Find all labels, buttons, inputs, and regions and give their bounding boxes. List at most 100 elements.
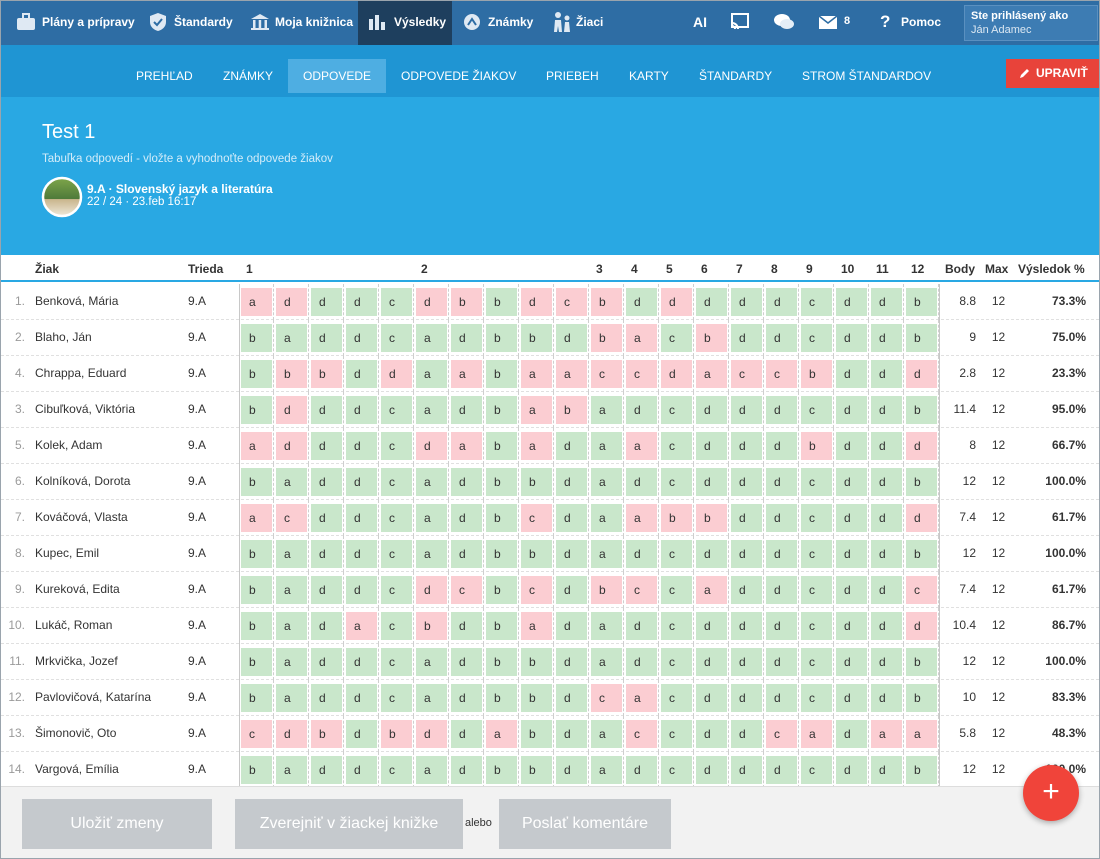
answer-correct[interactable]: a <box>591 504 622 532</box>
answer-correct[interactable]: c <box>801 288 832 316</box>
answer-correct[interactable]: c <box>661 432 692 460</box>
answer-wrong[interactable]: a <box>626 504 657 532</box>
student-name[interactable]: Vargová, Emília <box>35 762 119 776</box>
answer-wrong[interactable]: c <box>906 576 937 604</box>
answer-wrong[interactable]: b <box>696 324 727 352</box>
answer-correct[interactable]: c <box>661 468 692 496</box>
answer-correct[interactable]: b <box>486 612 517 640</box>
answer-correct[interactable]: b <box>241 468 272 496</box>
answer-correct[interactable]: d <box>556 684 587 712</box>
answer-correct[interactable]: d <box>346 684 377 712</box>
answer-correct[interactable]: d <box>556 468 587 496</box>
student-name[interactable]: Kureková, Edita <box>35 582 120 596</box>
answer-wrong[interactable]: b <box>276 360 307 388</box>
answer-wrong[interactable]: a <box>871 720 902 748</box>
answer-correct[interactable]: a <box>276 612 307 640</box>
comments-button[interactable]: Poslať komentáre <box>499 799 671 849</box>
answer-correct[interactable]: b <box>486 432 517 460</box>
answer-wrong[interactable]: c <box>591 360 622 388</box>
answer-wrong[interactable]: c <box>556 288 587 316</box>
student-name[interactable]: Benková, Mária <box>35 294 119 308</box>
answer-wrong[interactable]: b <box>416 612 447 640</box>
nav-tab[interactable]: PREHĽAD <box>136 69 193 83</box>
answer-correct[interactable]: d <box>731 468 762 496</box>
answer-correct[interactable]: d <box>731 432 762 460</box>
nav-item[interactable]: Žiaci <box>576 15 604 29</box>
answer-correct[interactable]: d <box>766 324 797 352</box>
answer-correct[interactable]: b <box>906 756 937 784</box>
answer-correct[interactable]: c <box>381 504 412 532</box>
answer-correct[interactable]: b <box>521 648 552 676</box>
answer-wrong[interactable]: c <box>241 720 272 748</box>
answer-correct[interactable]: c <box>381 540 412 568</box>
answer-wrong[interactable]: a <box>801 720 832 748</box>
answer-correct[interactable]: a <box>591 648 622 676</box>
answer-correct[interactable]: a <box>416 684 447 712</box>
answer-correct[interactable]: a <box>276 684 307 712</box>
answer-wrong[interactable]: b <box>381 720 412 748</box>
answer-wrong[interactable]: a <box>241 504 272 532</box>
answer-correct[interactable]: c <box>381 288 412 316</box>
answer-correct[interactable]: a <box>416 324 447 352</box>
nav-item[interactable]: Výsledky <box>394 15 447 29</box>
answer-wrong[interactable]: a <box>626 684 657 712</box>
answer-wrong[interactable]: b <box>311 720 342 748</box>
answer-correct[interactable]: c <box>661 612 692 640</box>
answer-correct[interactable]: d <box>346 504 377 532</box>
answer-correct[interactable]: b <box>241 612 272 640</box>
answer-correct[interactable]: c <box>381 612 412 640</box>
answer-correct[interactable]: d <box>836 756 867 784</box>
answer-correct[interactable]: d <box>871 540 902 568</box>
answer-correct[interactable]: d <box>731 504 762 532</box>
answer-correct[interactable]: a <box>416 504 447 532</box>
answer-correct[interactable]: c <box>801 612 832 640</box>
answer-correct[interactable]: b <box>241 648 272 676</box>
answer-correct[interactable]: d <box>346 324 377 352</box>
answer-correct[interactable]: d <box>696 432 727 460</box>
answer-correct[interactable]: b <box>906 540 937 568</box>
answer-correct[interactable]: b <box>486 540 517 568</box>
ai-button[interactable]: AI <box>693 14 707 30</box>
icon-cast[interactable] <box>730 13 750 31</box>
answer-correct[interactable]: a <box>416 540 447 568</box>
answer-correct[interactable]: d <box>871 288 902 316</box>
answer-wrong[interactable]: b <box>661 504 692 532</box>
answer-wrong[interactable]: d <box>906 360 937 388</box>
answer-correct[interactable]: b <box>241 360 272 388</box>
nav-tab[interactable]: ODPOVEDE <box>303 69 372 83</box>
answer-correct[interactable]: d <box>451 396 482 424</box>
answer-correct[interactable]: d <box>556 720 587 748</box>
answer-correct[interactable]: d <box>451 324 482 352</box>
nav-tab[interactable]: PRIEBEH <box>546 69 599 83</box>
answer-correct[interactable]: b <box>241 684 272 712</box>
nav-item[interactable]: Plány a prípravy <box>42 15 135 29</box>
answer-correct[interactable]: b <box>241 324 272 352</box>
answer-correct[interactable]: d <box>311 504 342 532</box>
answer-correct[interactable]: d <box>766 756 797 784</box>
answer-correct[interactable]: d <box>346 288 377 316</box>
answer-correct[interactable]: d <box>451 720 482 748</box>
answer-correct[interactable]: c <box>661 540 692 568</box>
answer-correct[interactable]: b <box>241 396 272 424</box>
answer-wrong[interactable]: d <box>276 432 307 460</box>
answer-correct[interactable]: a <box>416 648 447 676</box>
answer-correct[interactable]: c <box>661 684 692 712</box>
answer-correct[interactable]: d <box>626 468 657 496</box>
answer-wrong[interactable]: d <box>521 288 552 316</box>
answer-correct[interactable]: a <box>276 576 307 604</box>
icon-chat[interactable] <box>773 12 795 32</box>
answer-correct[interactable]: c <box>661 396 692 424</box>
answer-wrong[interactable]: d <box>416 432 447 460</box>
answer-correct[interactable]: c <box>801 576 832 604</box>
answer-wrong[interactable]: c <box>626 360 657 388</box>
answer-correct[interactable]: d <box>311 648 342 676</box>
answer-wrong[interactable]: c <box>451 576 482 604</box>
answer-wrong[interactable]: a <box>241 432 272 460</box>
answer-wrong[interactable]: c <box>521 576 552 604</box>
answer-wrong[interactable]: a <box>906 720 937 748</box>
nav-item[interactable]: Štandardy <box>174 15 233 29</box>
answer-correct[interactable]: d <box>311 756 342 784</box>
answer-wrong[interactable]: d <box>661 288 692 316</box>
answer-correct[interactable]: d <box>731 288 762 316</box>
answer-correct[interactable]: d <box>556 324 587 352</box>
